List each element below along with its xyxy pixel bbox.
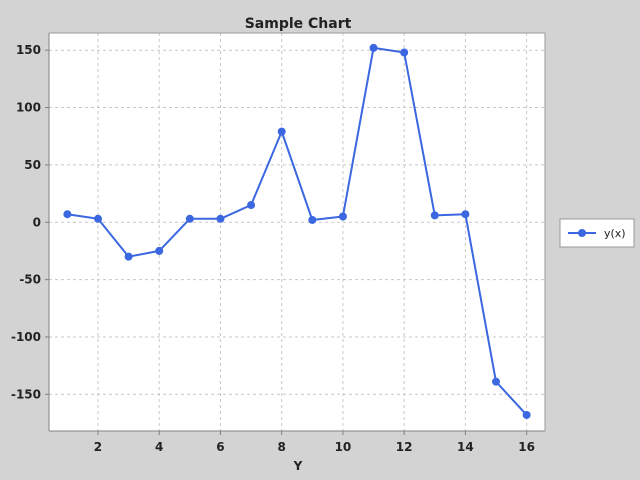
axes xyxy=(48,32,546,432)
y-tick-label: 100 xyxy=(16,101,41,115)
data-point xyxy=(522,410,531,419)
y-tick-label: -50 xyxy=(19,273,41,287)
x-tick-label: 8 xyxy=(278,440,286,454)
data-point xyxy=(93,214,102,223)
data-point xyxy=(400,48,409,57)
data-point xyxy=(369,43,378,52)
data-point xyxy=(277,127,286,136)
data-point xyxy=(461,210,470,219)
x-tick-label: 12 xyxy=(396,440,413,454)
y-tick-label: 0 xyxy=(33,215,41,229)
x-axis-label: Y xyxy=(293,459,303,473)
y-tick-label: -150 xyxy=(11,387,41,401)
legend-marker-swatch xyxy=(578,229,586,237)
chart-title: Sample Chart xyxy=(245,16,352,32)
data-point xyxy=(308,215,317,224)
series-layer xyxy=(63,43,531,419)
data-point xyxy=(247,201,256,210)
x-tick-label: 14 xyxy=(457,440,474,454)
data-point xyxy=(338,212,347,221)
series-line xyxy=(67,46,528,416)
legend: y(x) xyxy=(559,218,635,248)
x-tick-label: 2 xyxy=(94,440,102,454)
x-axis-ticks: 2 4 6 8 10 12 14 16 xyxy=(94,431,535,454)
x-tick-label: 16 xyxy=(518,440,535,454)
data-point xyxy=(124,252,133,261)
y-tick-label: 50 xyxy=(24,158,41,172)
data-point xyxy=(430,211,439,220)
data-point xyxy=(155,246,164,255)
y-axis-ticks: 150 100 50 0 -50 -100 -150 xyxy=(11,43,49,401)
x-tick-label: 10 xyxy=(335,440,352,454)
y-tick-label: -100 xyxy=(11,330,41,344)
data-point xyxy=(216,214,225,223)
legend-label: y(x) xyxy=(604,227,626,240)
data-point xyxy=(492,377,501,386)
x-tick-label: 4 xyxy=(155,440,163,454)
data-point xyxy=(185,214,194,223)
data-point xyxy=(63,210,72,219)
x-tick-label: 6 xyxy=(216,440,224,454)
grid-lines xyxy=(49,33,545,431)
y-tick-label: 150 xyxy=(16,43,41,57)
plot-area xyxy=(49,33,545,431)
